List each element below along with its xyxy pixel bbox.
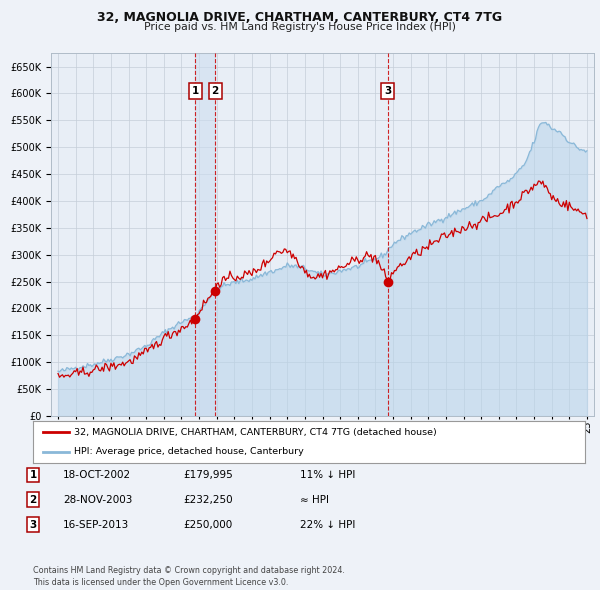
Text: 16-SEP-2013: 16-SEP-2013: [63, 520, 129, 529]
Text: 22% ↓ HPI: 22% ↓ HPI: [300, 520, 355, 529]
Text: 2: 2: [29, 495, 37, 504]
Text: £179,995: £179,995: [183, 470, 233, 480]
Text: 3: 3: [29, 520, 37, 529]
Text: 1: 1: [29, 470, 37, 480]
Text: 11% ↓ HPI: 11% ↓ HPI: [300, 470, 355, 480]
Text: 32, MAGNOLIA DRIVE, CHARTHAM, CANTERBURY, CT4 7TG (detached house): 32, MAGNOLIA DRIVE, CHARTHAM, CANTERBURY…: [74, 428, 437, 437]
Text: ≈ HPI: ≈ HPI: [300, 495, 329, 504]
Text: 28-NOV-2003: 28-NOV-2003: [63, 495, 133, 504]
Text: 2: 2: [212, 86, 219, 96]
Text: 18-OCT-2002: 18-OCT-2002: [63, 470, 131, 480]
Text: 32, MAGNOLIA DRIVE, CHARTHAM, CANTERBURY, CT4 7TG: 32, MAGNOLIA DRIVE, CHARTHAM, CANTERBURY…: [97, 11, 503, 24]
Text: Price paid vs. HM Land Registry's House Price Index (HPI): Price paid vs. HM Land Registry's House …: [144, 22, 456, 32]
Text: HPI: Average price, detached house, Canterbury: HPI: Average price, detached house, Cant…: [74, 447, 304, 456]
Text: £232,250: £232,250: [183, 495, 233, 504]
Text: Contains HM Land Registry data © Crown copyright and database right 2024.
This d: Contains HM Land Registry data © Crown c…: [33, 566, 345, 587]
Text: 1: 1: [192, 86, 199, 96]
Bar: [196, 53, 215, 416]
Text: 3: 3: [384, 86, 392, 96]
Text: £250,000: £250,000: [183, 520, 232, 529]
